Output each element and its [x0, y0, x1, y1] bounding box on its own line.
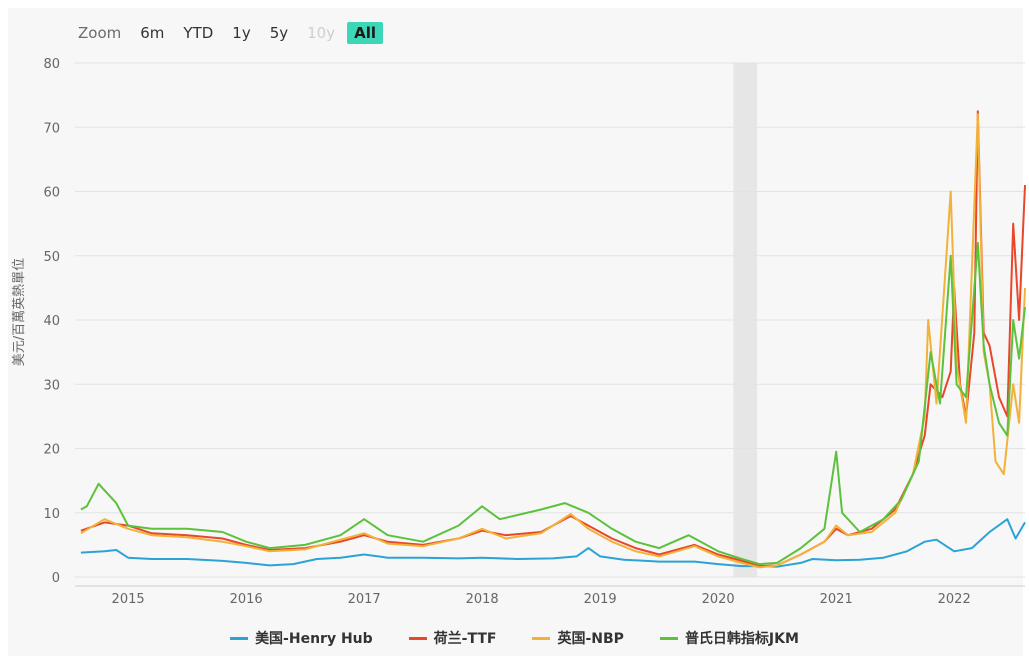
y-axis-title: 美元/百萬英熱單位 — [12, 257, 27, 367]
x-tick-label: 2020 — [702, 592, 735, 607]
zoom-button-5y[interactable]: 5y — [269, 24, 289, 42]
legend-item-nbp[interactable]: 英国-NBP — [532, 628, 624, 648]
legend-swatch — [532, 636, 551, 640]
legend-item-henry-hub[interactable]: 美国-Henry Hub — [230, 628, 373, 648]
y-tick-label: 0 — [52, 571, 60, 586]
y-tick-label: 60 — [43, 186, 60, 201]
x-tick-label: 2016 — [230, 592, 263, 607]
legend-label: 荷兰-TTF — [433, 631, 497, 647]
x-tick-label: 2022 — [938, 592, 971, 607]
legend-swatch — [230, 636, 249, 640]
series-line-3 — [80, 241, 1026, 566]
x-tick-label: 2017 — [348, 592, 381, 607]
series-line-1 — [80, 110, 1026, 568]
zoom-button-6m[interactable]: 6m — [140, 24, 165, 42]
legend-swatch — [408, 636, 427, 640]
zoom-button-1y[interactable]: 1y — [232, 24, 251, 42]
x-tick-label: 2015 — [112, 592, 145, 607]
zoom-bar: Zoom 6m YTD 1y 5y 10y All — [78, 20, 388, 46]
zoom-button-all[interactable]: All — [347, 22, 384, 44]
legend-item-jkm[interactable]: 普氏日韩指标JKM — [659, 628, 799, 648]
legend: 美国-Henry Hub 荷兰-TTF 英国-NBP 普氏日韩指标JKM — [0, 628, 1029, 648]
y-tick-label: 30 — [43, 378, 60, 393]
y-tick-label: 40 — [43, 314, 60, 329]
y-tick-label: 50 — [43, 250, 60, 265]
x-tick-label: 2021 — [820, 592, 853, 607]
zoom-button-ytd[interactable]: YTD — [183, 24, 214, 42]
legend-swatch — [659, 636, 678, 640]
series-line-2 — [80, 113, 1026, 569]
zoom-button-10y[interactable]: 10y — [307, 24, 336, 42]
legend-item-ttf[interactable]: 荷兰-TTF — [408, 628, 497, 648]
legend-label: 英国-NBP — [557, 631, 624, 647]
y-tick-label: 20 — [43, 443, 60, 458]
y-tick-label: 80 — [43, 57, 60, 72]
legend-label: 美国-Henry Hub — [255, 631, 373, 647]
legend-label: 普氏日韩指标JKM — [684, 631, 799, 647]
zoom-label: Zoom — [78, 24, 122, 42]
chart-background — [8, 8, 1023, 656]
series-line-0 — [80, 518, 1026, 568]
y-tick-label: 70 — [43, 121, 60, 136]
x-tick-label: 2018 — [466, 592, 499, 607]
y-tick-label: 10 — [43, 507, 60, 522]
x-tick-label: 2019 — [584, 592, 617, 607]
